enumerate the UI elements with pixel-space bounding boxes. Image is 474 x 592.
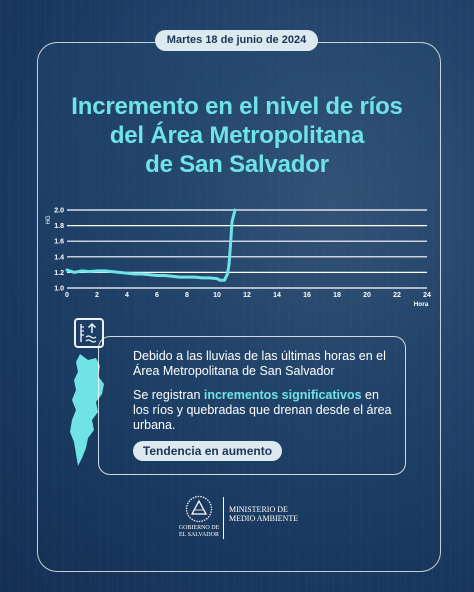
x-tick-label: 12 [243, 292, 251, 299]
x-tick-label: 14 [273, 292, 281, 299]
date-badge: Martes 18 de junio de 2024 [155, 30, 318, 51]
info-highlight: incrementos significativos [203, 388, 362, 402]
gov-label: GOBIERNO DE EL SALVADOR [177, 525, 221, 539]
trend-badge: Tendencia en aumento [133, 441, 282, 461]
y-tick-label: 1.2 [54, 270, 64, 277]
gov-line-1: GOBIERNO DE [178, 525, 220, 531]
y-tick-label: 2.0 [54, 208, 64, 215]
x-tick-label: 6 [155, 292, 159, 299]
info-paragraph-2: Se registran incrementos significativos … [133, 388, 398, 433]
page-title: Incremento en el nivel de ríos del Área … [40, 92, 434, 179]
footer-divider [223, 497, 224, 539]
title-line-2: del Área Metropolitana [109, 122, 365, 149]
gov-line-2: EL SALVADOR [179, 532, 219, 538]
y-tick-label: 1.4 [54, 254, 64, 261]
x-tick-label: 18 [333, 292, 341, 299]
el-salvador-seal-icon [185, 495, 213, 523]
y-tick-label: 1.0 [54, 286, 64, 293]
chart-x-axis-label: Hora [414, 301, 429, 308]
x-tick-label: 0 [65, 292, 69, 299]
x-tick-label: 20 [363, 292, 371, 299]
title-line-1: Incremento en el nivel de ríos [71, 93, 403, 120]
title-line-3: de San Salvador [145, 151, 329, 178]
x-tick-label: 2 [95, 292, 99, 299]
info-paragraph-1: Debido a las lluvias de las últimas hora… [133, 349, 386, 378]
y-tick-label: 1.8 [54, 223, 64, 230]
ministry-label: MINISTERIO DE MEDIO AMBIENTE [229, 505, 309, 523]
x-tick-label: 4 [125, 292, 129, 299]
ministry-line-1: MINISTERIO DE [229, 505, 288, 514]
content-card [37, 42, 441, 572]
info-panel [98, 336, 406, 475]
x-tick-label: 8 [185, 292, 189, 299]
info-paragraph-2-start: Se registran [133, 388, 204, 402]
water-level-icon [74, 318, 104, 348]
ministry-line-2: MEDIO AMBIENTE [229, 514, 299, 523]
info-paragraph-2-end: en los ríos y quebradas que drenan desde… [133, 388, 392, 432]
x-tick-label: 22 [393, 292, 401, 299]
san-salvador-map-icon [70, 354, 104, 466]
chart-y-axis-label: HG [46, 215, 52, 224]
river-level-chart: 1.01.21.41.61.82.0 0 2 4 6 8 10 12 14 16 18 20 22 24… [46, 208, 431, 309]
x-tick-label: 24 [423, 292, 431, 299]
series-line [65, 208, 237, 282]
y-tick-label: 1.6 [54, 239, 64, 246]
x-tick-label: 10 [213, 292, 221, 299]
x-tick-label: 16 [303, 292, 311, 299]
